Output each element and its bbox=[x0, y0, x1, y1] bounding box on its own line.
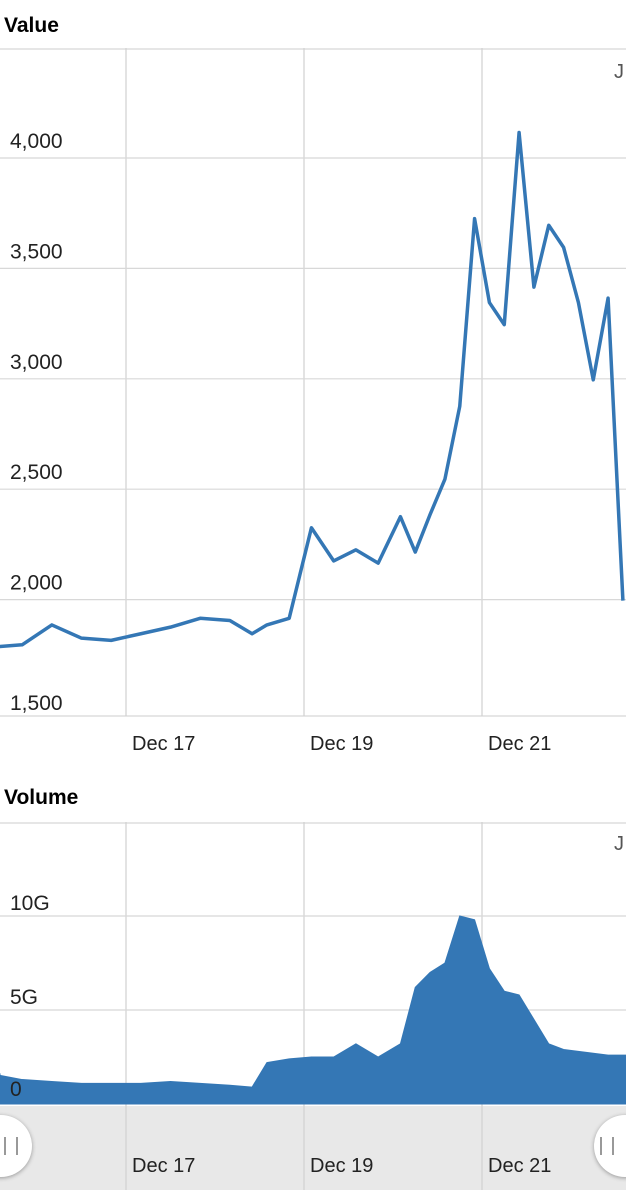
navigator[interactable]: Dec 17 Dec 19 Dec 21 bbox=[0, 1106, 626, 1190]
grip-icon bbox=[600, 1137, 614, 1155]
clipped-label: J bbox=[614, 833, 624, 855]
y-tick-label: 5G bbox=[10, 986, 38, 1009]
x-tick-label: Dec 21 bbox=[488, 733, 551, 755]
navigator-x-tick-label: Dec 17 bbox=[132, 1155, 195, 1177]
y-tick-label: 2,500 bbox=[10, 461, 63, 484]
y-tick-label: 3,000 bbox=[10, 351, 63, 374]
y-tick-label: 3,500 bbox=[10, 240, 63, 263]
y-tick-label: 0 bbox=[10, 1078, 22, 1101]
value-chart: Dec 17 Dec 19 Dec 21 1,500 2,000 2,500 3,000 3,… bbox=[0, 48, 626, 755]
navigator-background bbox=[0, 1106, 626, 1190]
value-series-line bbox=[0, 130, 625, 649]
value-panel-title: Value bbox=[4, 14, 59, 37]
volume-chart: 0 5G 10G J bbox=[0, 822, 626, 1110]
navigator-x-tick-label: Dec 19 bbox=[310, 1155, 373, 1177]
y-tick-label: 1,500 bbox=[10, 692, 63, 715]
grip-icon bbox=[4, 1137, 18, 1155]
navigator-x-tick-label: Dec 21 bbox=[488, 1155, 551, 1177]
y-tick-label: 2,000 bbox=[10, 572, 63, 595]
y-tick-label: 4,000 bbox=[10, 130, 63, 153]
x-tick-label: Dec 17 bbox=[132, 733, 195, 755]
volume-panel-title: Volume bbox=[4, 786, 79, 809]
y-tick-label: 10G bbox=[10, 892, 50, 915]
x-tick-label: Dec 19 bbox=[310, 733, 373, 755]
clipped-label: J bbox=[614, 61, 624, 83]
